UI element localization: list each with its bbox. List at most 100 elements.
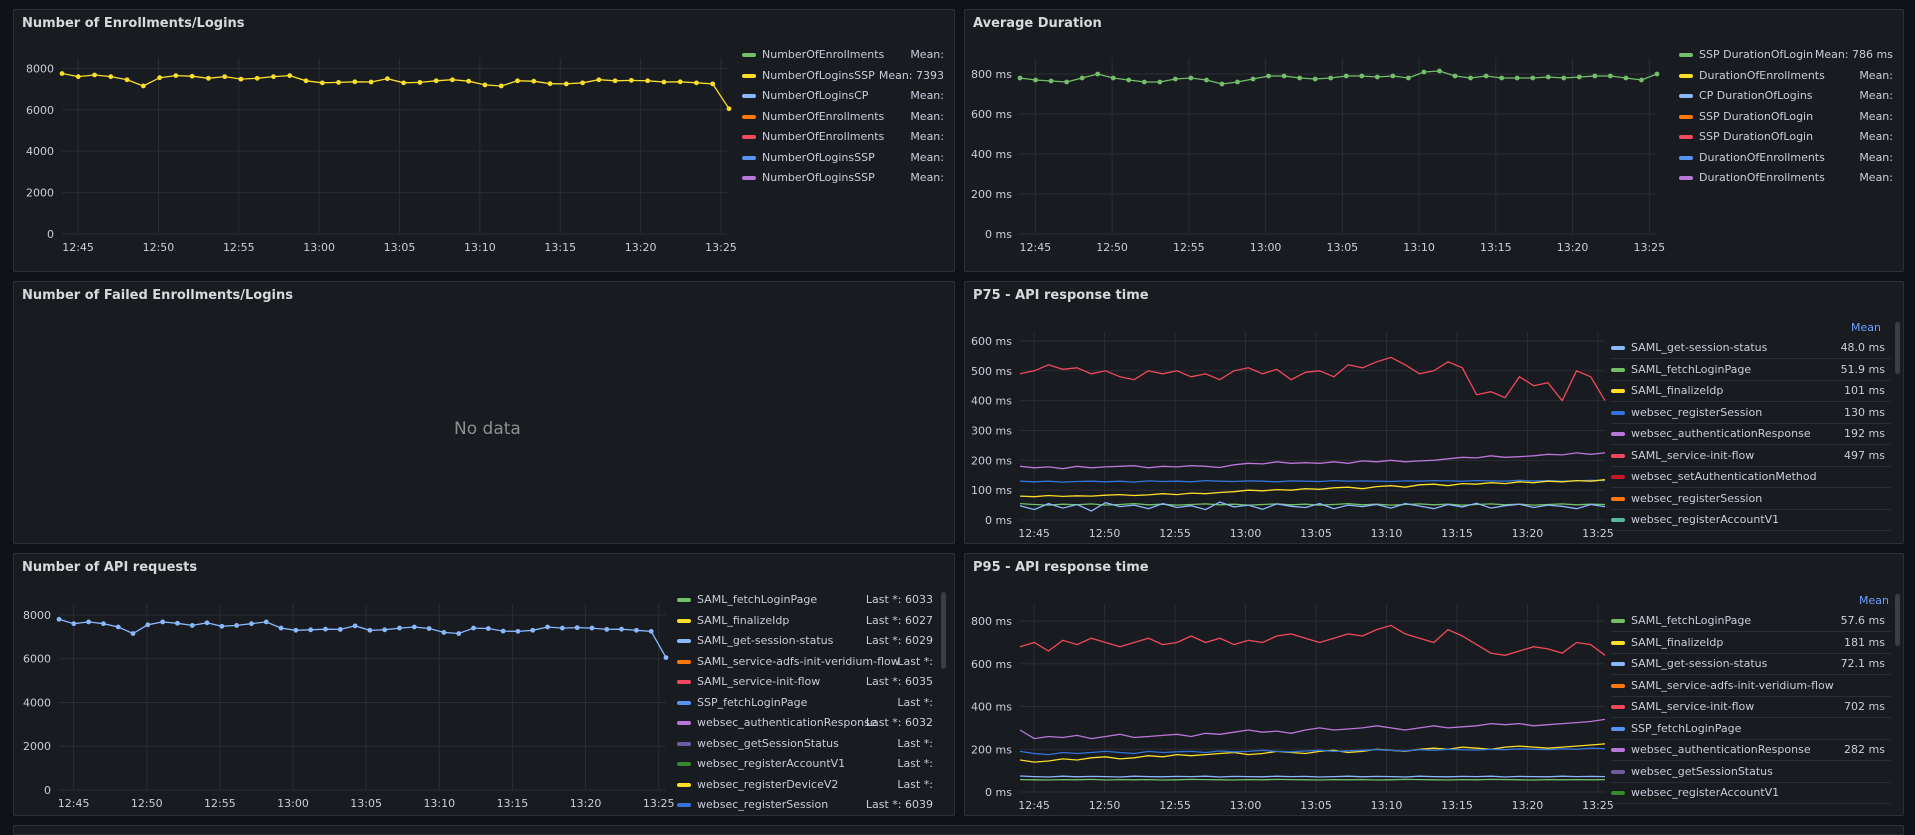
- legend-item[interactable]: NumberOfLoginsSSP Mean:: [742, 147, 950, 168]
- data-point[interactable]: [1468, 75, 1473, 81]
- data-point[interactable]: [263, 619, 269, 625]
- data-point[interactable]: [694, 80, 699, 86]
- data-point[interactable]: [1219, 81, 1225, 87]
- legend-item[interactable]: NumberOfLoginsCP Mean:: [742, 85, 950, 106]
- legend-item[interactable]: SAML_fetchLoginPage 57.6 ms: [1611, 610, 1891, 632]
- data-point[interactable]: [124, 77, 130, 83]
- panel-title[interactable]: P95 - API response time: [973, 560, 1149, 575]
- legend-item[interactable]: websec_getSessionStatus: [1611, 761, 1891, 783]
- data-point[interactable]: [189, 73, 195, 79]
- data-point[interactable]: [456, 631, 462, 636]
- data-point[interactable]: [368, 79, 374, 85]
- legend-item[interactable]: CP DurationOfLogins Mean:: [1679, 85, 1899, 106]
- legend-item[interactable]: SAML_get-session-status 72.1 ms: [1611, 653, 1891, 675]
- series-line[interactable]: [1019, 624, 1606, 656]
- legend-item[interactable]: websec_registerAccountV1 Last *:: [677, 753, 939, 774]
- data-point[interactable]: [482, 82, 488, 88]
- series-line[interactable]: [1019, 775, 1606, 778]
- legend-item[interactable]: SAML_fetchLoginPage 51.9 ms: [1611, 359, 1891, 381]
- legend-item[interactable]: SAML_finalizeIdp 101 ms: [1611, 380, 1891, 402]
- data-point[interactable]: [645, 78, 651, 84]
- data-point[interactable]: [401, 80, 407, 86]
- data-point[interactable]: [1483, 73, 1489, 79]
- data-point[interactable]: [604, 626, 610, 632]
- series-line[interactable]: [1019, 743, 1606, 763]
- data-point[interactable]: [145, 622, 151, 628]
- legend-item[interactable]: websec_registerSession 130 ms: [1611, 402, 1891, 424]
- data-point[interactable]: [677, 79, 683, 85]
- data-point[interactable]: [498, 83, 504, 89]
- legend-sort-mean[interactable]: Mean: [1859, 594, 1889, 607]
- data-point[interactable]: [441, 630, 447, 635]
- series-line[interactable]: [1019, 718, 1606, 740]
- data-point[interactable]: [92, 72, 97, 78]
- legend-item[interactable]: NumberOfEnrollments Mean:: [742, 126, 950, 147]
- series-line[interactable]: [1019, 70, 1658, 85]
- data-point[interactable]: [397, 625, 402, 631]
- data-point[interactable]: [1172, 76, 1178, 82]
- legend-item[interactable]: websec_registerSession: [1611, 488, 1891, 510]
- legend-scrollbar[interactable]: [1895, 322, 1900, 374]
- data-point[interactable]: [580, 80, 585, 86]
- data-point[interactable]: [1654, 71, 1660, 77]
- data-point[interactable]: [384, 76, 390, 82]
- data-point[interactable]: [596, 77, 602, 83]
- data-point[interactable]: [130, 631, 136, 636]
- data-point[interactable]: [173, 73, 179, 78]
- series-line[interactable]: [1019, 356, 1606, 402]
- data-point[interactable]: [1452, 73, 1458, 79]
- data-point[interactable]: [411, 624, 417, 630]
- data-point[interactable]: [175, 620, 180, 626]
- data-point[interactable]: [1343, 73, 1349, 79]
- data-point[interactable]: [450, 77, 455, 83]
- data-point[interactable]: [547, 81, 553, 87]
- data-point[interactable]: [287, 73, 293, 78]
- legend-item[interactable]: DurationOfEnrollments Mean:: [1679, 65, 1899, 86]
- data-point[interactable]: [663, 655, 669, 661]
- data-point[interactable]: [1266, 73, 1271, 79]
- series-line[interactable]: [1019, 479, 1606, 498]
- data-point[interactable]: [115, 624, 121, 630]
- legend-sort-mean[interactable]: Mean: [1851, 321, 1881, 334]
- data-point[interactable]: [531, 78, 537, 84]
- data-point[interactable]: [1064, 79, 1070, 85]
- data-point[interactable]: [157, 75, 163, 81]
- series-line[interactable]: [1019, 747, 1606, 756]
- legend-item[interactable]: websec_authenticationResponse 192 ms: [1611, 423, 1891, 445]
- data-point[interactable]: [1079, 75, 1085, 81]
- data-point[interactable]: [485, 626, 491, 631]
- series-line[interactable]: [1019, 479, 1606, 483]
- legend-item[interactable]: SSP DurationOfLogin Mean:: [1679, 126, 1899, 147]
- series-line[interactable]: [1019, 501, 1606, 512]
- data-point[interactable]: [633, 627, 639, 633]
- data-point[interactable]: [1561, 75, 1567, 81]
- legend-item[interactable]: SAML_service-init-flow 497 ms: [1611, 445, 1891, 467]
- data-point[interactable]: [206, 75, 211, 81]
- data-point[interactable]: [1359, 73, 1365, 79]
- legend-item[interactable]: SAML_finalizeIdp Last *: 6027: [677, 610, 939, 631]
- data-point[interactable]: [101, 621, 106, 627]
- legend-item[interactable]: NumberOfEnrollments Mean:: [742, 44, 950, 65]
- data-point[interactable]: [589, 625, 595, 631]
- data-point[interactable]: [530, 627, 536, 633]
- data-point[interactable]: [1017, 75, 1023, 81]
- data-point[interactable]: [337, 626, 343, 632]
- data-point[interactable]: [336, 80, 341, 85]
- data-point[interactable]: [382, 627, 388, 633]
- data-point[interactable]: [1188, 75, 1194, 81]
- data-point[interactable]: [433, 78, 439, 84]
- legend-item[interactable]: NumberOfLoginsSSP Mean: 7393: [742, 65, 950, 86]
- legend-item[interactable]: websec_registerAccountV1: [1611, 509, 1891, 531]
- data-point[interactable]: [323, 626, 328, 632]
- data-point[interactable]: [1421, 69, 1427, 75]
- legend-item[interactable]: SSP_fetchLoginPage Last *:: [677, 692, 939, 713]
- data-point[interactable]: [71, 621, 77, 627]
- panel-title[interactable]: Number of Failed Enrollments/Logins: [22, 288, 293, 303]
- data-point[interactable]: [249, 621, 254, 627]
- data-point[interactable]: [308, 627, 314, 633]
- data-point[interactable]: [426, 626, 432, 631]
- panel-title[interactable]: Average Duration: [973, 16, 1102, 31]
- legend-item[interactable]: websec_authenticationResponse Last *: 603…: [677, 712, 939, 733]
- data-point[interactable]: [1607, 73, 1613, 79]
- legend-scrollbar[interactable]: [941, 592, 946, 669]
